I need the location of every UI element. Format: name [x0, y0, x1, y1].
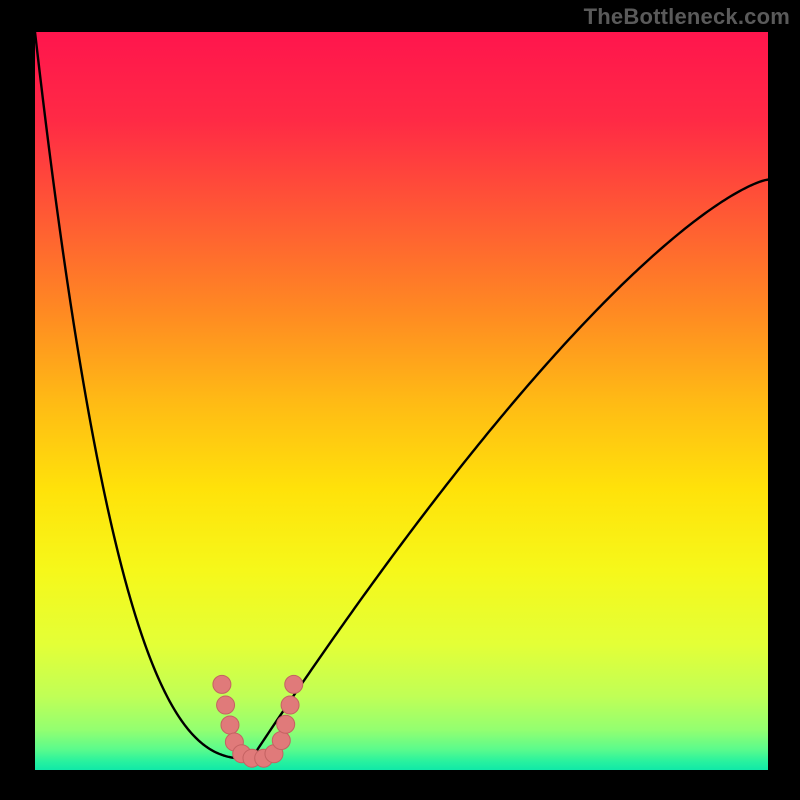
plot-area — [35, 32, 768, 770]
curve-layer — [35, 32, 768, 770]
marker-dot — [221, 716, 239, 734]
marker-dot — [285, 675, 303, 693]
bottleneck-curve — [35, 32, 768, 759]
marker-dot — [213, 675, 231, 693]
marker-dot — [217, 696, 235, 714]
marker-dot — [281, 696, 299, 714]
marker-dot — [277, 715, 295, 733]
canvas: TheBottleneck.com — [0, 0, 800, 800]
watermark-text: TheBottleneck.com — [584, 4, 790, 30]
marker-dot — [272, 731, 290, 749]
marker-group — [213, 675, 303, 767]
